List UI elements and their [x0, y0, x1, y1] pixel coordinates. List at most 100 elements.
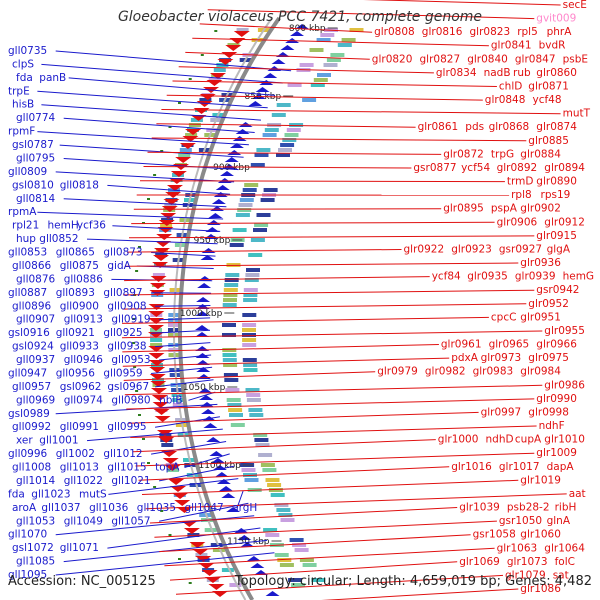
- leader-line-left: [41, 104, 262, 121]
- gene-label-right: nadB: [484, 67, 511, 79]
- feature-band: [323, 63, 338, 67]
- forward-gene-arrow: [148, 360, 165, 366]
- gene-label-right: glr0895: [443, 203, 484, 215]
- feature-band: [239, 198, 254, 202]
- reverse-gene-arrow: [197, 283, 212, 288]
- gene-label-right: glr1010: [544, 434, 585, 446]
- gene-label-right: glr0820: [372, 53, 413, 65]
- feature-band: [223, 293, 238, 297]
- gene-label-right: glr0998: [528, 406, 569, 418]
- gene-label-right: rpl5: [517, 26, 538, 38]
- gene-label-right: glr1039: [459, 502, 500, 514]
- feature-band: [185, 133, 198, 137]
- gene-label-right: glr1017: [499, 461, 540, 473]
- leader-line-left: [107, 527, 261, 549]
- tick-dot: [135, 270, 139, 272]
- gene-label-right: glr1086: [520, 583, 561, 595]
- gene-label-right: glnA: [547, 515, 571, 527]
- gene-label-left: topA: [155, 462, 180, 474]
- forward-gene-arrow: [162, 458, 179, 464]
- forward-gene-arrow: [198, 563, 215, 569]
- feature-band: [274, 503, 289, 507]
- gene-label-right: sat: [553, 569, 569, 581]
- reverse-gene-arrow: [237, 535, 252, 540]
- feature-band: [310, 83, 325, 87]
- gene-label-right: glr0868: [489, 121, 530, 133]
- gene-label-right: rps19: [541, 189, 571, 201]
- gene-label-right: glr0983: [473, 366, 514, 378]
- forward-gene-arrow: [153, 248, 170, 254]
- forward-gene-arrow: [149, 283, 166, 289]
- forward-gene-arrow: [152, 262, 169, 268]
- gene-label-right: gsr1058: [473, 529, 516, 541]
- feature-band: [260, 198, 275, 202]
- feature-band: [242, 328, 256, 332]
- gene-label-right: glr0902: [520, 203, 561, 215]
- feature-band: [222, 303, 237, 307]
- tick-dot: [133, 366, 137, 368]
- feature-band: [226, 398, 241, 402]
- gene-label-left: gll1015: [107, 462, 146, 474]
- feature-band: [299, 558, 314, 562]
- leader-line-left: [151, 329, 211, 334]
- feature-band: [276, 153, 290, 157]
- feature-band: [320, 33, 335, 37]
- leader-line-right: [145, 493, 567, 510]
- leader-line-right: [135, 452, 535, 467]
- leader-line-right: [125, 262, 519, 267]
- reverse-gene-arrow: [206, 220, 221, 225]
- feature-band: [263, 188, 278, 192]
- gene-label-right: glr0965: [489, 339, 530, 351]
- forward-gene-arrow: [161, 451, 178, 457]
- gene-label-left: gll0974: [64, 394, 104, 406]
- feature-band: [250, 238, 265, 242]
- tick-dot: [142, 438, 145, 440]
- scale-tick-label: 1050 kbp: [183, 383, 226, 393]
- leader-line-left: [155, 416, 220, 428]
- leader-line-right: [207, 9, 535, 20]
- gene-label-left: gll0875: [60, 260, 99, 272]
- tick-dot: [153, 486, 157, 488]
- feature-band: [280, 143, 295, 147]
- feature-band: [243, 298, 258, 302]
- leader-line-left: [41, 63, 283, 84]
- feature-band: [265, 478, 280, 482]
- feature-band: [243, 368, 258, 372]
- feature-band: [229, 243, 244, 247]
- feature-band: [243, 363, 258, 367]
- tick-dot: [178, 102, 181, 104]
- gene-label-right: glr0955: [544, 325, 585, 337]
- gene-label-left: gll1037: [41, 502, 80, 514]
- reverse-gene-arrow: [263, 73, 278, 78]
- forward-gene-arrow: [208, 584, 225, 590]
- gene-label-left: gll1036: [89, 502, 129, 514]
- leader-line-left: [63, 117, 255, 133]
- feature-band: [254, 153, 269, 157]
- gene-label-right: glr0848: [485, 94, 526, 106]
- forward-gene-arrow: [217, 59, 234, 65]
- feature-band: [223, 363, 238, 367]
- feature-band: [221, 568, 234, 572]
- feature-band: [212, 548, 225, 552]
- reverse-gene-arrow: [216, 479, 231, 484]
- leader-line-left: [55, 171, 235, 183]
- gene-label-left: gll0980: [111, 394, 150, 406]
- leader-line-left: [112, 225, 221, 232]
- gene-label-right: glr0982: [425, 366, 466, 378]
- forward-gene-arrow: [158, 437, 175, 443]
- gene-label-left: gsl0916: [8, 327, 50, 339]
- leader-line-right: [124, 276, 430, 282]
- reverse-gene-arrow: [200, 402, 215, 407]
- gene-label-right: glr0975: [528, 352, 569, 364]
- gene-label-left: gll0953: [111, 354, 150, 366]
- gene-label-left: panB: [39, 72, 66, 84]
- feature-band: [150, 343, 163, 347]
- reverse-gene-arrow: [280, 45, 295, 50]
- gene-label-right: mutT: [563, 108, 591, 120]
- tick-dot: [138, 246, 141, 248]
- tick-dot: [132, 318, 136, 320]
- forward-gene-arrow: [201, 570, 218, 576]
- gene-label-left: gll0969: [16, 394, 55, 406]
- gene-label-right: glr0935: [467, 271, 508, 283]
- gene-label-right: cupA: [515, 434, 542, 446]
